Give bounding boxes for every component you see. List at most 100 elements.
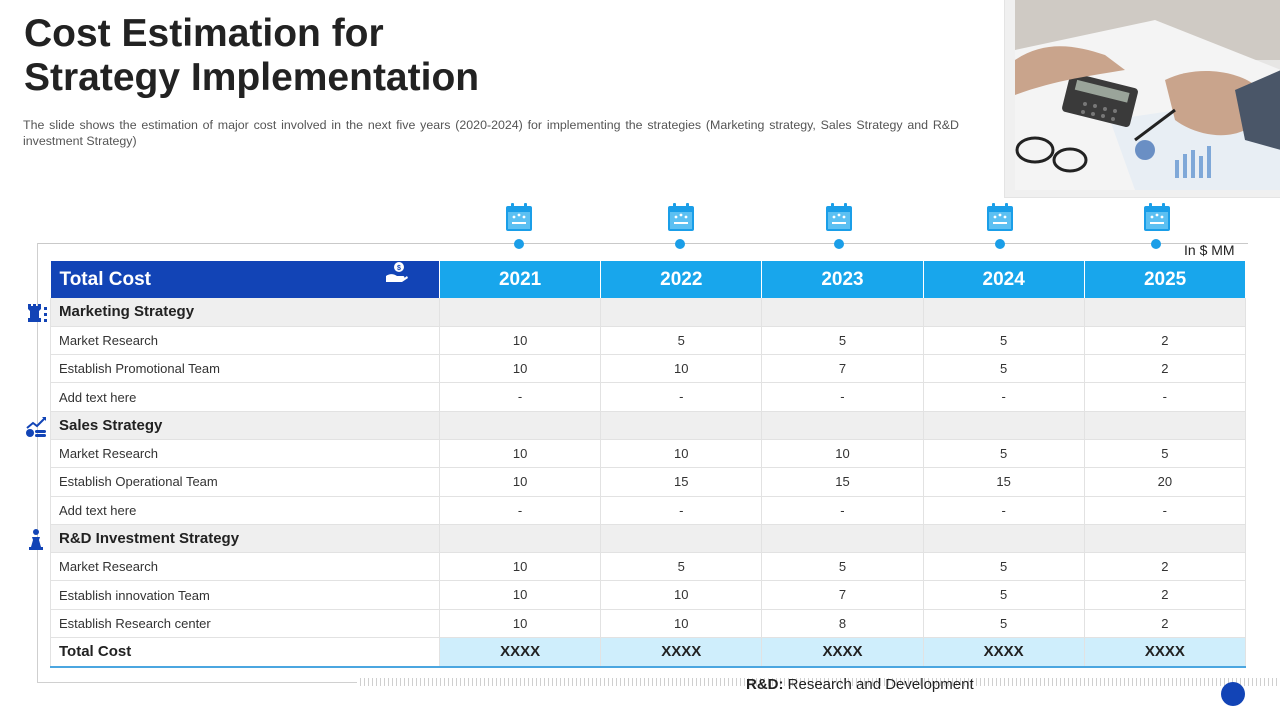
section-row-marketing: Marketing Strategy [50, 298, 1246, 327]
timeline-dot [834, 239, 844, 249]
table-header-label: Total Cost $ [50, 261, 440, 298]
table-row: Market Research 10 5 5 5 2 [50, 552, 1246, 582]
footer-dash-strip [360, 678, 1280, 686]
timeline-dot [675, 239, 685, 249]
section-label: R&D Investment Strategy [50, 524, 440, 554]
table-row: Add text here - - - - - [50, 382, 1246, 412]
total-value: XXXX [1083, 637, 1246, 668]
cell-value: 10 [600, 354, 762, 384]
page-title: Cost Estimation for Strategy Implementat… [24, 12, 924, 100]
cell-value: 10 [438, 580, 601, 610]
row-label: Add text here [50, 496, 440, 525]
cell-value: 5 [600, 326, 762, 356]
calendar-icon [826, 203, 852, 231]
row-label: Establish Research center [50, 609, 440, 639]
row-label: Market Research [50, 326, 440, 356]
footnote: R&D: Research and Development [746, 676, 974, 693]
table-row: Establish Promotional Team 10 10 7 5 2 [50, 354, 1246, 384]
header-label-text: Total Cost [59, 268, 151, 290]
table-row: Add text here - - - - - [50, 496, 1246, 525]
sales-growth-icon [26, 417, 46, 437]
row-label: Establish innovation Team [50, 580, 440, 610]
cell-value: - [1083, 382, 1246, 412]
photo-frame [1004, 0, 1280, 198]
cell-value: - [922, 496, 1085, 525]
cell-value: 5 [922, 580, 1085, 610]
timeline-line [38, 243, 1248, 244]
cell-value: 5 [922, 439, 1085, 469]
slide-description: The slide shows the estimation of major … [23, 118, 959, 148]
cell-value: - [761, 382, 924, 412]
year-header: 2022 [600, 261, 762, 298]
calendar-icon [987, 203, 1013, 231]
row-label: Establish Operational Team [50, 467, 440, 497]
unit-label: In $ MM [1184, 242, 1235, 258]
bottom-border-line [37, 682, 357, 683]
cell-value: 2 [1083, 326, 1246, 356]
timeline-dot [514, 239, 524, 249]
title-line-1: Cost Estimation for [24, 12, 384, 55]
cell-value: 2 [1083, 580, 1246, 610]
svg-text:$: $ [397, 265, 401, 272]
cell-value: 2 [1083, 354, 1246, 384]
cell-value: - [438, 496, 601, 525]
total-value: XXXX [761, 637, 924, 668]
year-header: 2023 [761, 261, 924, 298]
total-row: Total Cost XXXX XXXX XXXX XXXX XXXX [50, 637, 1246, 668]
footnote-abbrev: R&D: [746, 676, 784, 693]
table-row: Establish Research center 10 10 8 5 2 [50, 609, 1246, 639]
section-row-sales: Sales Strategy [50, 411, 1246, 440]
timeline-dot [1151, 239, 1161, 249]
cell-value: 15 [761, 467, 924, 497]
cell-value: 2 [1083, 609, 1246, 639]
table-row: Market Research 10 10 10 5 5 [50, 439, 1246, 469]
table-row: Establish innovation Team 10 10 7 5 2 [50, 580, 1246, 610]
year-header: 2025 [1083, 261, 1246, 298]
total-value: XXXX [600, 637, 762, 668]
section-row-rnd: R&D Investment Strategy [50, 524, 1246, 554]
cell-value: 5 [1083, 439, 1246, 469]
cell-value: 10 [600, 439, 762, 469]
cell-value: 5 [922, 552, 1085, 582]
money-hand-icon: $ [386, 262, 408, 282]
cell-value: - [600, 496, 762, 525]
cell-value: - [438, 382, 601, 412]
left-border-line [37, 243, 38, 683]
cell-value: 8 [761, 609, 924, 639]
calendar-icon [1144, 203, 1170, 231]
cell-value: 10 [438, 326, 601, 356]
title-line-2: Strategy Implementation [24, 56, 480, 99]
calculator-photo [1015, 0, 1280, 190]
cell-value: 10 [600, 609, 762, 639]
section-label: Marketing Strategy [50, 298, 440, 327]
cell-value: - [922, 382, 1085, 412]
year-header: 2021 [438, 261, 601, 298]
cell-value: 10 [600, 580, 762, 610]
footnote-text: Research and Development [783, 676, 974, 693]
section-label: Sales Strategy [50, 411, 440, 440]
cell-value: 7 [761, 354, 924, 384]
cell-value: 2 [1083, 552, 1246, 582]
cell-value: 10 [438, 354, 601, 384]
cell-value: 10 [438, 439, 601, 469]
table-header-row: Total Cost $ 2021 2022 2023 2024 2025 [50, 261, 1246, 298]
cost-table: Total Cost $ 2021 2022 2023 2024 2025 Ma… [50, 261, 1246, 668]
calendar-icon [668, 203, 694, 231]
cell-value: 5 [761, 552, 924, 582]
cell-value: 10 [438, 609, 601, 639]
decorative-circle [1221, 682, 1245, 706]
cell-value: 5 [761, 326, 924, 356]
cell-value: 10 [761, 439, 924, 469]
cell-value: 5 [922, 326, 1085, 356]
total-value: XXXX [438, 637, 601, 668]
cell-value: - [1083, 496, 1246, 525]
row-label: Add text here [50, 382, 440, 412]
cell-value: 5 [922, 354, 1085, 384]
chess-pawn-icon [29, 529, 43, 550]
cell-value: 10 [438, 467, 601, 497]
cell-value: - [761, 496, 924, 525]
row-label: Establish Promotional Team [50, 354, 440, 384]
table-row: Market Research 10 5 5 5 2 [50, 326, 1246, 356]
cell-value: - [600, 382, 762, 412]
timeline-dot [995, 239, 1005, 249]
